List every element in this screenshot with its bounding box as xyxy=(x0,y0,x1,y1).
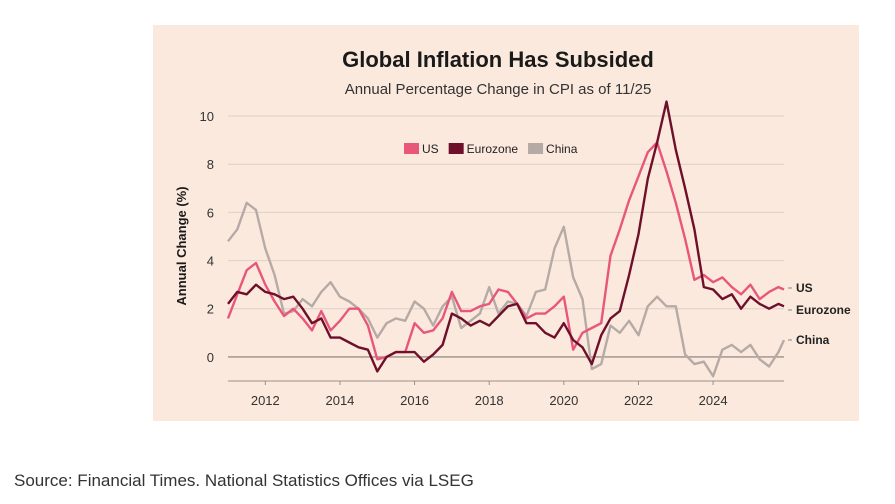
x-tick-label: 2024 xyxy=(699,393,728,408)
legend-swatch-china xyxy=(528,143,544,154)
chart-panel xyxy=(153,25,859,421)
y-tick-label: 8 xyxy=(207,157,214,172)
legend-swatch-eurozone xyxy=(448,143,464,154)
end-label-eurozone: Eurozone xyxy=(796,303,851,317)
end-labels: US Eurozone China xyxy=(788,281,851,347)
legend: US Eurozone China xyxy=(404,142,578,156)
y-axis-label: Annual Change (%) xyxy=(174,186,189,305)
y-tick-label: 10 xyxy=(200,109,214,124)
y-tick-label: 2 xyxy=(207,302,214,317)
chart-title: Global Inflation Has Subsided xyxy=(342,47,654,72)
source-note: Source: Financial Times. National Statis… xyxy=(14,471,474,490)
series-line-us xyxy=(226,141,785,361)
legend-label-eurozone: Eurozone xyxy=(467,142,519,156)
x-tick-label: 2014 xyxy=(325,393,354,408)
series-line-china xyxy=(227,201,786,378)
y-tick-label: 4 xyxy=(207,254,214,269)
x-tick-label: 2012 xyxy=(251,393,280,408)
x-tick-label: 2020 xyxy=(549,393,578,408)
legend-swatch-us xyxy=(404,143,419,154)
end-label-us: US xyxy=(796,281,813,295)
axis-ticks: 0 2 4 6 8 10 2012 2014 2016 2018 2020 2022 2024 xyxy=(200,109,728,408)
chart-subtitle: Annual Percentage Change in CPI as of 11… xyxy=(345,81,652,98)
end-label-china: China xyxy=(796,333,830,347)
y-tick-label: 0 xyxy=(207,350,214,365)
series-line-eurozone xyxy=(227,100,785,373)
legend-label-us: US xyxy=(422,142,439,156)
y-tick-label: 6 xyxy=(207,205,214,220)
x-tick-label: 2022 xyxy=(624,393,653,408)
legend-label-china: China xyxy=(546,142,578,156)
x-tick-label: 2018 xyxy=(475,393,504,408)
x-tick-label: 2016 xyxy=(400,393,429,408)
series-lines xyxy=(226,100,786,378)
